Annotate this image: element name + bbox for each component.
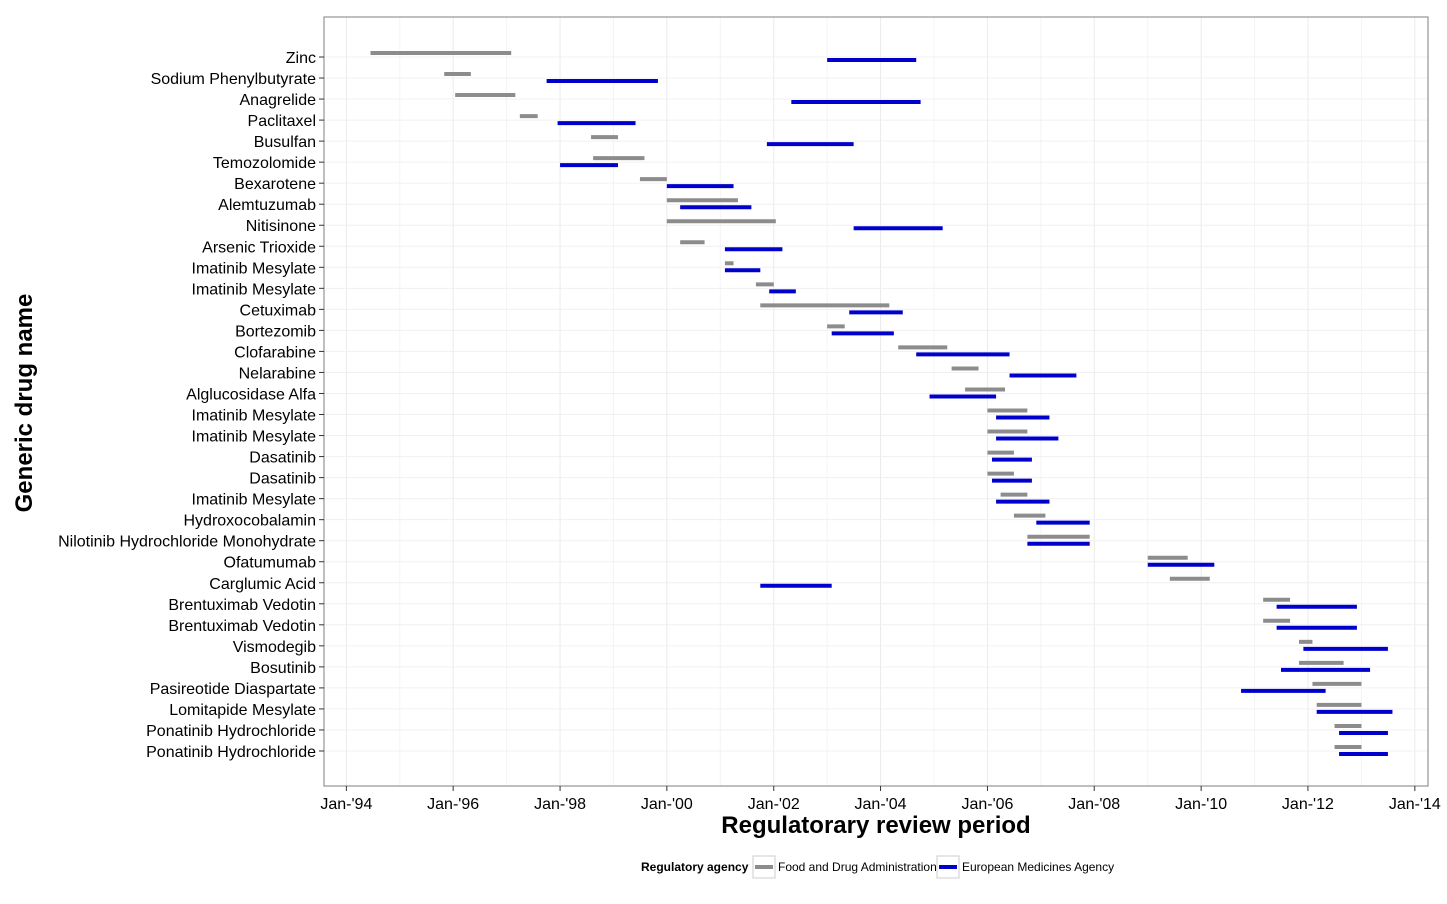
x-tick-label: Jan-'94 <box>320 796 372 813</box>
y-tick-label: Ponatinib Hydrochloride <box>146 723 316 740</box>
y-tick-label: Lomitapide Mesylate <box>169 702 316 719</box>
y-tick-label: Anagrelide <box>240 92 317 109</box>
x-tick-label: Jan-'06 <box>961 796 1013 813</box>
y-tick-label: Bexarotene <box>234 176 316 193</box>
plot-frame <box>323 16 1429 787</box>
y-tick-label: Carglumic Acid <box>209 576 316 593</box>
y-axis: Zinc Sodium Phenylbutyrate Anagrelide Pacli… <box>58 50 324 761</box>
y-tick-label: Ponatinib Hydrochloride <box>146 744 316 761</box>
y-tick-label: Nelarabine <box>239 365 316 382</box>
y-tick-label: Hydroxocobalamin <box>183 513 316 530</box>
y-tick-label: Arsenic Trioxide <box>202 239 316 256</box>
grid <box>324 17 1428 786</box>
x-axis: Jan-'94 Jan-'96 Jan-'98 Jan-'00 Jan-'02 Jan-'… <box>320 786 1441 813</box>
y-tick-label: Alemtuzumab <box>218 197 316 214</box>
y-tick-label: Imatinib Mesylate <box>192 260 317 277</box>
y-tick-label: Dasatinib <box>249 471 316 488</box>
legend-label-ema: European Medicines Agency <box>962 860 1114 874</box>
x-tick-label: Jan-'12 <box>1282 796 1334 813</box>
y-tick-label: Imatinib Mesylate <box>192 281 317 298</box>
y-tick-label: Nitisinone <box>246 218 316 235</box>
x-tick-label: Jan-'08 <box>1068 796 1120 813</box>
y-tick-label: Pasireotide Diaspartate <box>150 681 316 698</box>
x-axis-title: Regulatorary review period <box>721 812 1030 839</box>
y-tick-label: Imatinib Mesylate <box>192 408 317 425</box>
x-tick-label: Jan-'14 <box>1389 796 1441 813</box>
y-tick-label: Paclitaxel <box>248 113 316 130</box>
y-tick-label: Temozolomide <box>213 155 316 172</box>
legend-title: Regulatory agency <box>641 860 749 874</box>
y-axis-title: Generic drug name <box>11 294 38 513</box>
y-tick-label: Vismodegib <box>233 639 316 656</box>
y-tick-label: Ofatumumab <box>224 555 317 572</box>
y-tick-label: Dasatinib <box>249 450 316 467</box>
y-tick-label: Sodium Phenylbutyrate <box>151 71 317 88</box>
y-tick-label: Nilotinib Hydrochloride Monohydrate <box>58 534 316 551</box>
x-tick-label: Jan-'04 <box>855 796 907 813</box>
bars <box>370 51 1393 756</box>
y-tick-label: Clofarabine <box>234 344 316 361</box>
x-tick-label: Jan-'00 <box>641 796 693 813</box>
y-tick-label: Bosutinib <box>250 660 316 677</box>
legend: Regulatory agency Food and Drug Administ… <box>641 855 1114 879</box>
y-tick-label: Brentuximab Vedotin <box>168 618 316 635</box>
x-tick-label: Jan-'98 <box>534 796 586 813</box>
y-tick-label: Imatinib Mesylate <box>192 492 317 509</box>
y-tick-label: Busulfan <box>254 134 316 151</box>
y-tick-label: Brentuximab Vedotin <box>168 597 316 614</box>
y-tick-label: Zinc <box>286 50 316 67</box>
y-tick-label: Alglucosidase Alfa <box>186 386 316 403</box>
legend-label-fda: Food and Drug Administration <box>778 860 937 874</box>
y-tick-label: Imatinib Mesylate <box>192 429 317 446</box>
y-tick-label: Cetuximab <box>240 302 317 319</box>
y-tick-label: Bortezomib <box>235 323 316 340</box>
x-tick-label: Jan-'10 <box>1175 796 1227 813</box>
x-tick-label: Jan-'02 <box>748 796 800 813</box>
x-tick-label: Jan-'96 <box>427 796 479 813</box>
